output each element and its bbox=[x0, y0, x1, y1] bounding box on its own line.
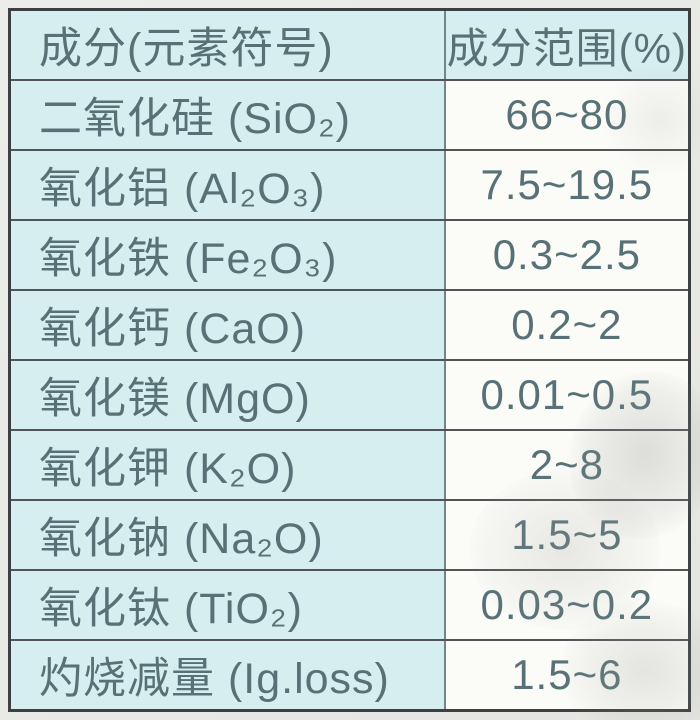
range-cell: 7.5~19.5 bbox=[443, 148, 691, 221]
table-row: 氧化钠 (Na₂O) 1.5~5 bbox=[8, 498, 691, 571]
table-row: 氧化铁 (Fe₂O₃) 0.3~2.5 bbox=[8, 218, 691, 291]
component-cell: 氧化钙 (CaO) bbox=[8, 288, 446, 361]
table-row: 氧化铝 (Al₂O₃) 7.5~19.5 bbox=[8, 148, 691, 221]
header-component: 成分(元素符号) bbox=[8, 8, 446, 81]
range-cell: 2~8 bbox=[443, 428, 691, 501]
range-cell: 0.2~2 bbox=[443, 288, 691, 361]
composition-table: 成分(元素符号) 成分范围(%) 二氧化硅 (SiO₂) 66~80 氧化铝 (… bbox=[8, 8, 691, 712]
table-row: 氧化钙 (CaO) 0.2~2 bbox=[8, 288, 691, 361]
component-cell: 氧化钾 (K₂O) bbox=[8, 428, 446, 501]
table-row: 二氧化硅 (SiO₂) 66~80 bbox=[8, 79, 691, 151]
component-cell: 氧化钛 (TiO₂) bbox=[8, 568, 446, 641]
range-cell: 66~80 bbox=[443, 79, 691, 151]
table-row: 氧化钛 (TiO₂) 0.03~0.2 bbox=[8, 568, 691, 641]
table-row: 灼烧减量 (Ig.loss) 1.5~6 bbox=[8, 638, 691, 712]
range-cell: 0.01~0.5 bbox=[443, 358, 691, 431]
component-cell: 氧化镁 (MgO) bbox=[8, 358, 446, 431]
range-cell: 0.3~2.5 bbox=[443, 218, 691, 291]
component-cell: 氧化钠 (Na₂O) bbox=[8, 498, 446, 571]
component-cell: 氧化铁 (Fe₂O₃) bbox=[8, 218, 446, 291]
table-row: 氧化镁 (MgO) 0.01~0.5 bbox=[8, 358, 691, 431]
range-cell: 0.03~0.2 bbox=[443, 568, 691, 641]
range-cell: 1.5~5 bbox=[443, 498, 691, 571]
component-cell: 灼烧减量 (Ig.loss) bbox=[8, 638, 446, 712]
table-row: 氧化钾 (K₂O) 2~8 bbox=[8, 428, 691, 501]
component-cell: 二氧化硅 (SiO₂) bbox=[8, 79, 446, 151]
header-range: 成分范围(%) bbox=[443, 8, 691, 81]
component-cell: 氧化铝 (Al₂O₃) bbox=[8, 148, 446, 221]
header-row: 成分(元素符号) 成分范围(%) bbox=[8, 8, 691, 81]
range-cell: 1.5~6 bbox=[443, 638, 691, 712]
